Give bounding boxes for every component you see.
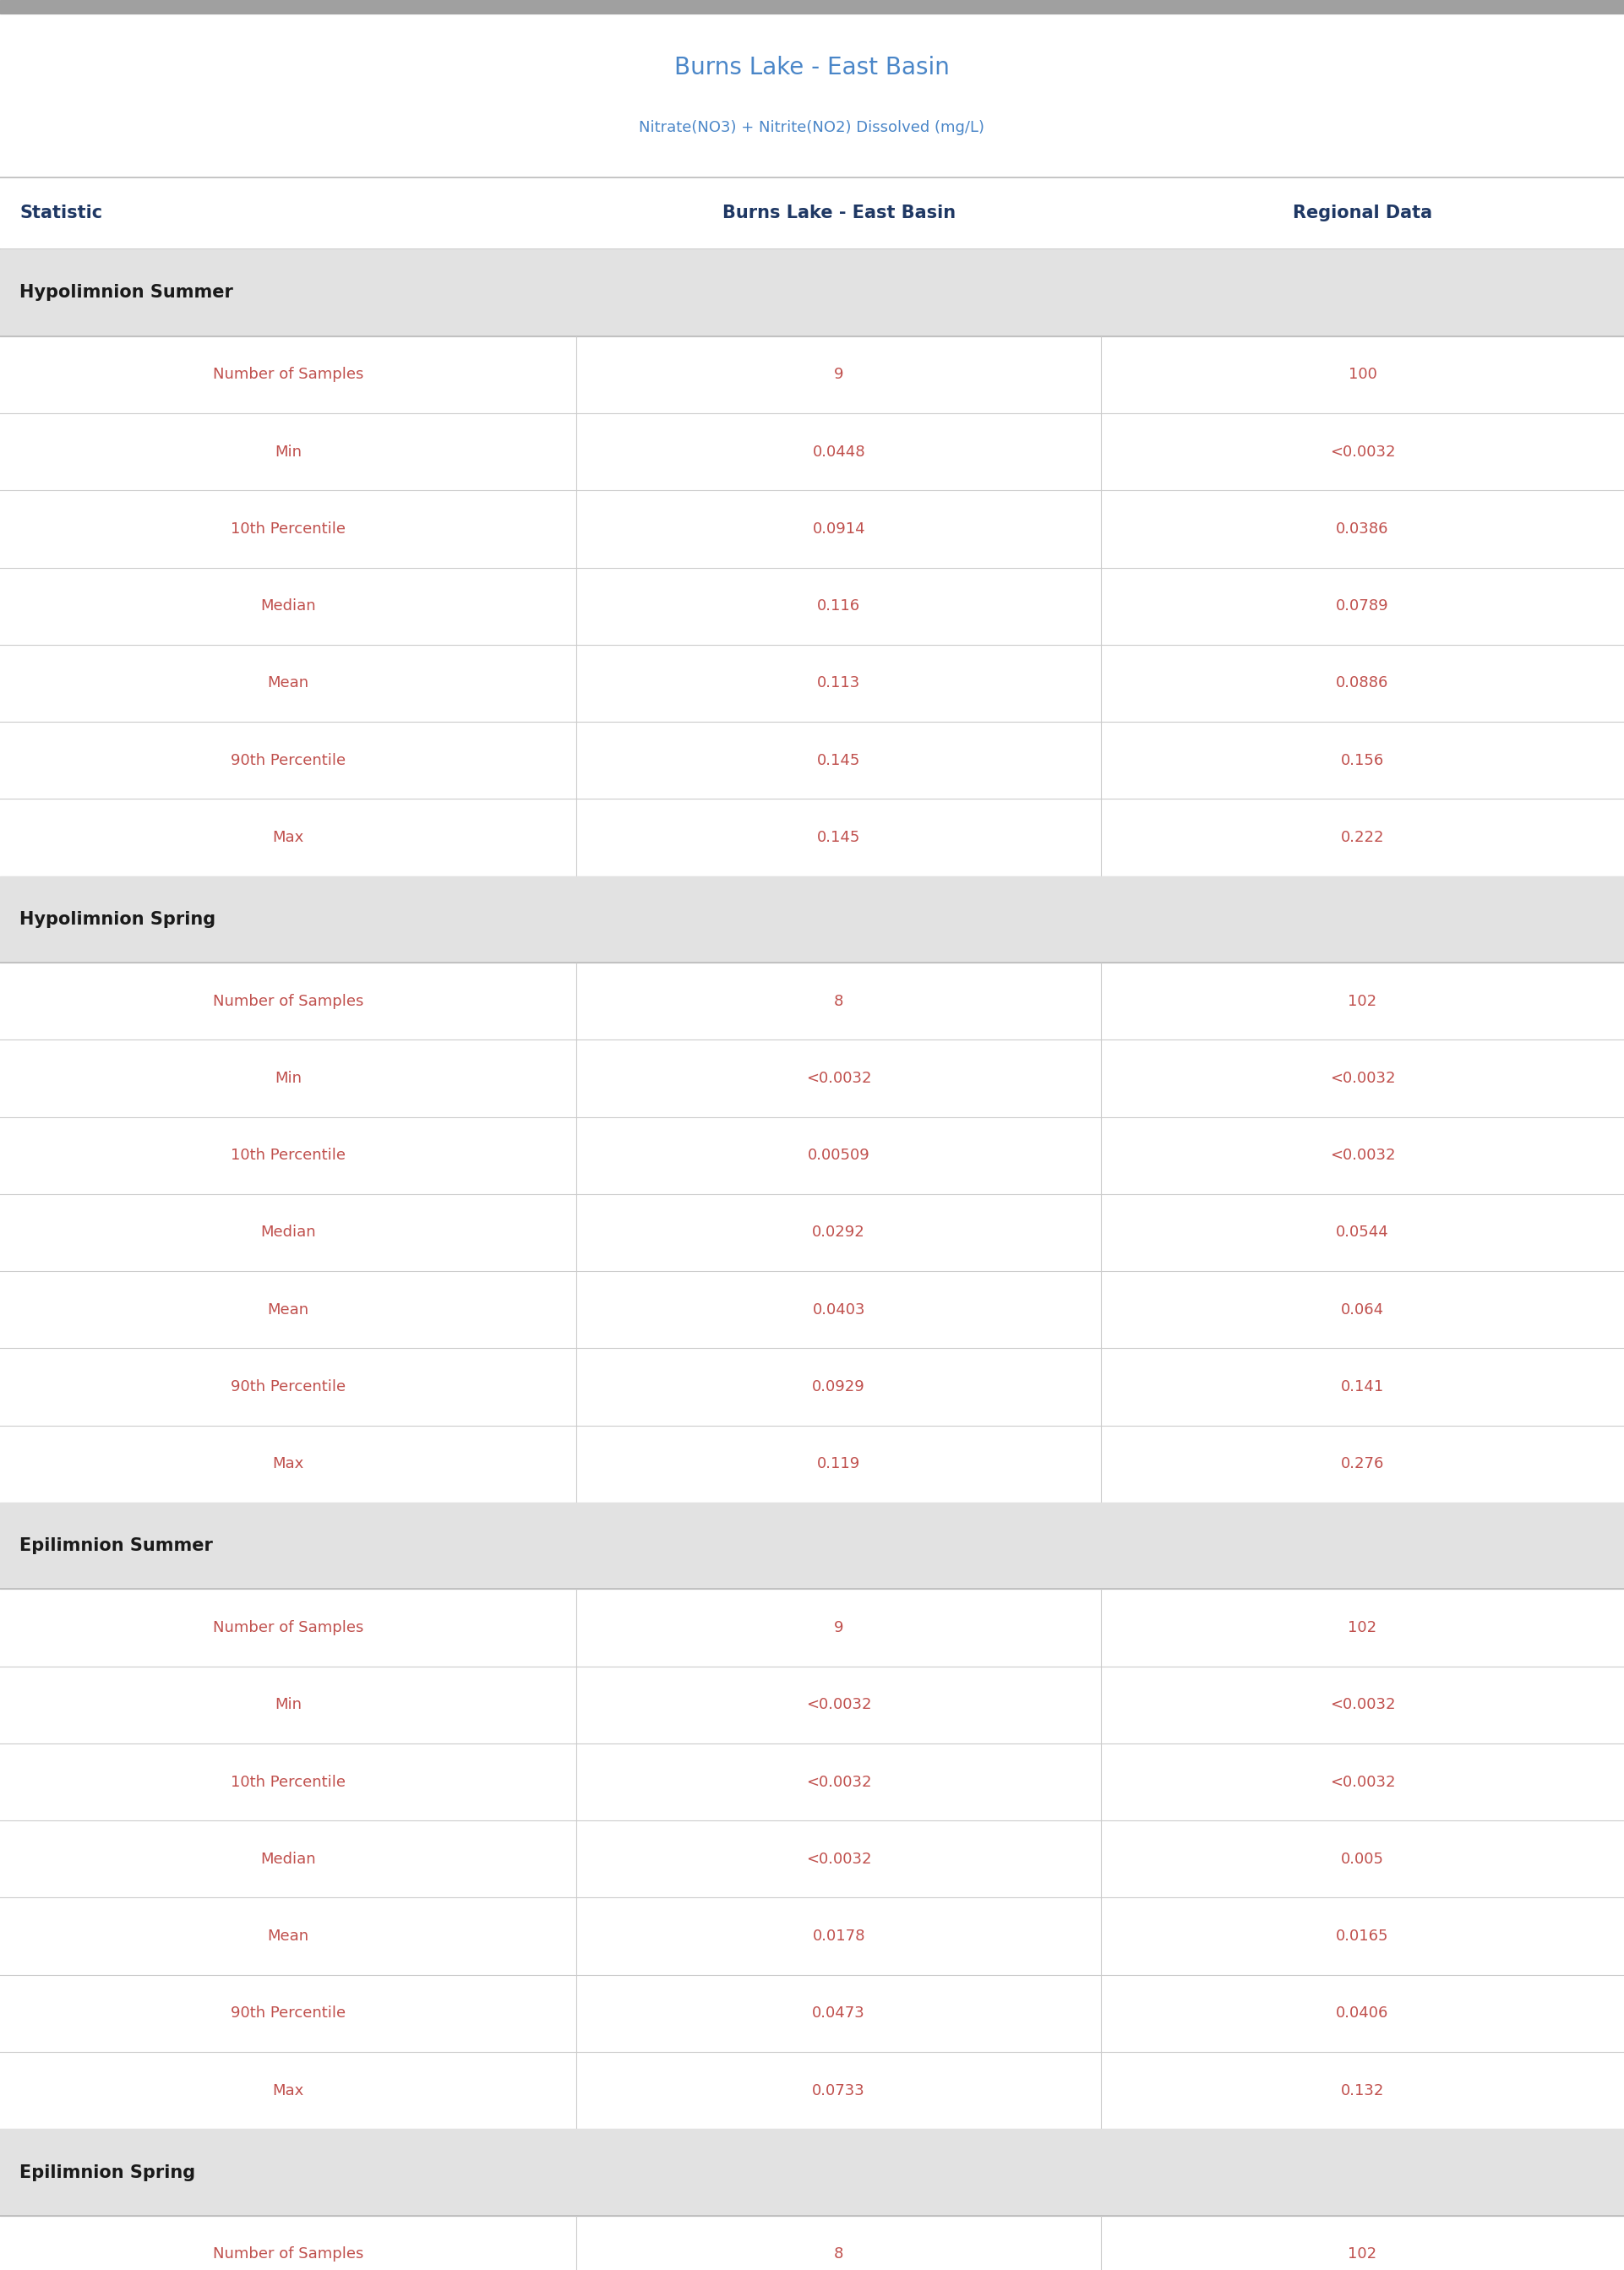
Text: 9: 9	[835, 1621, 843, 1634]
Text: <0.0032: <0.0032	[806, 1698, 872, 1712]
Text: <0.0032: <0.0032	[806, 1071, 872, 1085]
Text: <0.0032: <0.0032	[1330, 445, 1395, 459]
Text: Mean: Mean	[268, 676, 309, 690]
Text: 0.0789: 0.0789	[1337, 599, 1389, 613]
Text: Min: Min	[274, 1071, 302, 1085]
Text: 0.141: 0.141	[1341, 1380, 1384, 1394]
Text: 0.156: 0.156	[1341, 754, 1384, 767]
Text: 90th Percentile: 90th Percentile	[231, 754, 346, 767]
Text: 0.064: 0.064	[1341, 1303, 1384, 1317]
Text: 102: 102	[1348, 2247, 1377, 2261]
Text: 10th Percentile: 10th Percentile	[231, 1149, 346, 1162]
Bar	[0, 876, 1624, 962]
Text: 0.113: 0.113	[817, 676, 861, 690]
Text: <0.0032: <0.0032	[1330, 1775, 1395, 1789]
Text: 0.0473: 0.0473	[812, 2007, 866, 2020]
Text: Min: Min	[274, 445, 302, 459]
Text: Number of Samples: Number of Samples	[213, 994, 364, 1008]
Text: 0.0448: 0.0448	[812, 445, 866, 459]
Text: 102: 102	[1348, 994, 1377, 1008]
Bar	[0, 1503, 1624, 1589]
Text: <0.0032: <0.0032	[806, 1852, 872, 1866]
Text: 0.0165: 0.0165	[1337, 1930, 1389, 1943]
Text: 8: 8	[835, 2247, 843, 2261]
Text: <0.0032: <0.0032	[1330, 1149, 1395, 1162]
Text: 0.00509: 0.00509	[807, 1149, 870, 1162]
Text: 0.0403: 0.0403	[812, 1303, 866, 1317]
Text: 0.116: 0.116	[817, 599, 861, 613]
Text: 0.0886: 0.0886	[1337, 676, 1389, 690]
Text: Mean: Mean	[268, 1303, 309, 1317]
Text: Median: Median	[260, 1226, 317, 1239]
Text: 0.0733: 0.0733	[812, 2084, 866, 2097]
Text: 0.0292: 0.0292	[812, 1226, 866, 1239]
Text: 10th Percentile: 10th Percentile	[231, 1775, 346, 1789]
Text: 100: 100	[1348, 368, 1377, 381]
Text: 10th Percentile: 10th Percentile	[231, 522, 346, 536]
Text: 9: 9	[835, 368, 843, 381]
Text: Epilimnion Spring: Epilimnion Spring	[19, 2163, 195, 2181]
Text: Max: Max	[273, 1457, 304, 1471]
Text: Min: Min	[274, 1698, 302, 1712]
Text: 90th Percentile: 90th Percentile	[231, 2007, 346, 2020]
Text: Max: Max	[273, 2084, 304, 2097]
Text: <0.0032: <0.0032	[1330, 1071, 1395, 1085]
Text: 90th Percentile: 90th Percentile	[231, 1380, 346, 1394]
Text: Number of Samples: Number of Samples	[213, 368, 364, 381]
Text: Median: Median	[260, 599, 317, 613]
Text: 0.005: 0.005	[1341, 1852, 1384, 1866]
Text: Regional Data: Regional Data	[1293, 204, 1432, 222]
Text: <0.0032: <0.0032	[1330, 1698, 1395, 1712]
Text: Mean: Mean	[268, 1930, 309, 1943]
Text: Nitrate(NO3) + Nitrite(NO2) Dissolved (mg/L): Nitrate(NO3) + Nitrite(NO2) Dissolved (m…	[640, 120, 984, 136]
Text: <0.0032: <0.0032	[806, 1775, 872, 1789]
Text: Hypolimnion Summer: Hypolimnion Summer	[19, 284, 234, 302]
Text: 0.222: 0.222	[1341, 831, 1384, 844]
Text: 0.145: 0.145	[817, 754, 861, 767]
Text: 0.132: 0.132	[1341, 2084, 1384, 2097]
Text: 0.119: 0.119	[817, 1457, 861, 1471]
Text: Hypolimnion Spring: Hypolimnion Spring	[19, 910, 216, 928]
Bar	[0, 2129, 1624, 2216]
Text: Number of Samples: Number of Samples	[213, 1621, 364, 1634]
Text: 0.0929: 0.0929	[812, 1380, 866, 1394]
Text: 0.0386: 0.0386	[1337, 522, 1389, 536]
Text: 0.276: 0.276	[1341, 1457, 1384, 1471]
Text: 102: 102	[1348, 1621, 1377, 1634]
Text: Median: Median	[260, 1852, 317, 1866]
Text: 8: 8	[835, 994, 843, 1008]
Text: 0.0406: 0.0406	[1337, 2007, 1389, 2020]
Text: Burns Lake - East Basin: Burns Lake - East Basin	[674, 57, 950, 79]
Text: Statistic: Statistic	[19, 204, 102, 222]
Text: 0.0914: 0.0914	[812, 522, 866, 536]
Text: 0.0178: 0.0178	[812, 1930, 866, 1943]
Text: Max: Max	[273, 831, 304, 844]
Text: 0.0544: 0.0544	[1337, 1226, 1389, 1239]
Text: Epilimnion Summer: Epilimnion Summer	[19, 1537, 213, 1555]
Bar	[0, 250, 1624, 336]
Text: Number of Samples: Number of Samples	[213, 2247, 364, 2261]
Text: Burns Lake - East Basin: Burns Lake - East Basin	[723, 204, 955, 222]
Text: 0.145: 0.145	[817, 831, 861, 844]
Bar	[0, 0, 1624, 14]
